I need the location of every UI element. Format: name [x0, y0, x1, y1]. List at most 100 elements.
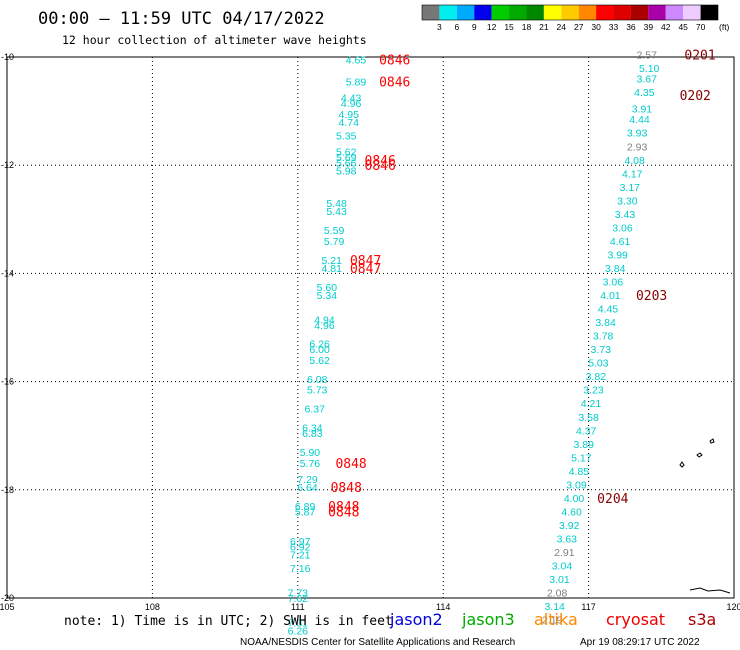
y-tick-label: -14	[1, 268, 14, 278]
wave-height-point: 5.60	[317, 282, 338, 294]
wave-height-point: 7.21	[290, 550, 311, 562]
wave-height-point: 4.65	[346, 55, 367, 67]
colorbar-tick-label: 3	[437, 22, 442, 32]
colorbar-tick-label: 70	[696, 22, 706, 32]
pass-time-label: 0847	[350, 254, 381, 269]
colorbar-tick-label: 12	[487, 22, 497, 32]
wave-height-point: 6.26	[309, 339, 330, 351]
wave-height-point: 3.09	[566, 479, 587, 491]
wave-height-point: 3.84	[605, 263, 626, 275]
satellite-cryosat: cryosat	[606, 610, 665, 629]
x-tick-label: 108	[145, 602, 160, 612]
x-tick-label: 114	[436, 602, 450, 612]
data-points: 4.655.894.434.964.954.745.355.625.695.66…	[288, 49, 660, 637]
wave-height-point: 6.08	[307, 374, 328, 386]
colorbar-swatch	[509, 5, 527, 20]
wave-height-point: 5.43	[326, 206, 347, 218]
wave-height-point: 7.62	[288, 593, 309, 605]
pass-time-label: 0848	[331, 481, 362, 496]
wave-height-point: 3.67	[637, 74, 658, 86]
wave-height-point: 4.61	[610, 236, 631, 248]
wave-height-point: 3.06	[612, 222, 633, 234]
wave-height-point: 3.06	[603, 277, 624, 289]
colorbar-swatch	[543, 5, 562, 20]
plot-grid	[7, 57, 734, 598]
wave-height-point: 3.30	[617, 195, 638, 207]
wave-height-point: 3.93	[627, 128, 648, 140]
wave-height-point: 4.95	[338, 109, 359, 121]
axis-ticks: 105 108 111 114 117 120 -10 -12 -14 -16 -18 -20	[0, 52, 740, 612]
colorbar-tick-label: 27	[574, 22, 584, 32]
pass-time-label: 0848	[335, 457, 366, 472]
pass-time-label: 0202	[680, 89, 711, 104]
wave-height-point: 5.21	[322, 255, 343, 267]
colorbar-swatch	[578, 5, 597, 20]
colorbar-tick-label: 18	[522, 22, 532, 32]
x-tick-label: 117	[581, 602, 595, 612]
pass-time-label: 0846	[379, 75, 410, 90]
wave-height-point: 4.17	[622, 168, 643, 180]
colorbar-swatch	[648, 5, 666, 20]
wave-height-point: 7.16	[290, 563, 311, 575]
colorbar-swatch	[561, 5, 579, 20]
wave-height-point: 4.94	[314, 314, 335, 326]
wave-height-point: 6.89	[295, 501, 316, 513]
wave-height-point: 4.60	[561, 506, 582, 518]
satellite-jason3: jason3	[461, 610, 515, 629]
pass-time-label: 0203	[636, 289, 667, 304]
wave-height-point: 5.69	[336, 152, 357, 164]
pass-time-label: 0848	[328, 500, 359, 515]
colorbar-swatch	[422, 5, 440, 20]
colorbar-tick-label: 21	[539, 22, 549, 32]
pass-time-label: 0847	[350, 262, 381, 277]
wave-height-point: 5.10	[639, 63, 660, 75]
wave-height-point: 5.76	[300, 458, 321, 470]
satellite-jason2: jason2	[389, 610, 443, 629]
colorbar-unit: (ft)	[719, 22, 730, 32]
wave-height-point: 7.29	[297, 474, 318, 486]
wave-height-point: 6.26	[288, 625, 309, 637]
wave-height-point: 4.21	[581, 398, 602, 410]
wave-height-point: 3.73	[590, 344, 611, 356]
wave-height-point: 4.96	[314, 320, 335, 332]
wave-height-point: 4.44	[629, 114, 650, 126]
wave-height-point: 5.89	[346, 76, 367, 88]
footer-credit: NOAA/NESDIS Center for Satellite Applica…	[240, 637, 515, 648]
colorbar-tick-label: 30	[591, 22, 601, 32]
x-tick-label: 111	[291, 602, 305, 612]
wave-height-point: 4.74	[338, 117, 359, 129]
wave-height-point: 6.00	[309, 344, 330, 356]
x-tick-label: 120	[726, 602, 740, 612]
y-tick-label: -20	[1, 593, 14, 603]
colorbar-swatch	[439, 5, 457, 20]
colorbar-tick-label: 33	[609, 22, 619, 32]
wave-height-point: 5.66	[336, 157, 357, 169]
wave-height-point: 5.17	[571, 452, 592, 464]
footer-timestamp: Apr 19 08:29:17 UTC 2022	[580, 637, 700, 648]
page-title: 00:00 – 11:59 UTC 04/17/2022	[38, 9, 325, 29]
colorbar-tick-label: 45	[678, 22, 688, 32]
footer-note: note: 1) Time is in UTC; 2) SWH is in fe…	[64, 614, 393, 629]
colorbar-swatch	[456, 5, 475, 20]
wave-height-point: 3.01	[549, 574, 570, 586]
wave-height-point: 3.04	[552, 561, 573, 573]
pass-time-label: 0201	[684, 48, 715, 63]
wave-height-point: 3.23	[583, 385, 604, 397]
wave-height-point: 4.96	[341, 98, 362, 110]
wave-height-point: 3.92	[559, 520, 580, 532]
colorbar-tick-label: 6	[454, 22, 459, 32]
wave-height-point: 5.59	[324, 225, 345, 237]
wave-height-point: 4.85	[569, 466, 590, 478]
wave-height-point: 7.31	[288, 617, 309, 629]
wave-height-point: 5.34	[317, 290, 338, 302]
pass-time-label: 0204	[597, 492, 628, 507]
satellite-s3a: s3a	[688, 610, 716, 629]
wave-height-point: 6.97	[290, 536, 311, 548]
wave-height-point: 4.45	[598, 304, 619, 316]
wave-height-point: 5.62	[309, 355, 330, 367]
y-tick-label: -18	[1, 485, 14, 495]
time-labels: 0846084608460846084708470848084808480848…	[328, 48, 716, 520]
wave-height-point: 2.19	[542, 615, 563, 627]
wave-height-point: 3.58	[578, 412, 599, 424]
colorbar-swatch	[630, 5, 649, 20]
